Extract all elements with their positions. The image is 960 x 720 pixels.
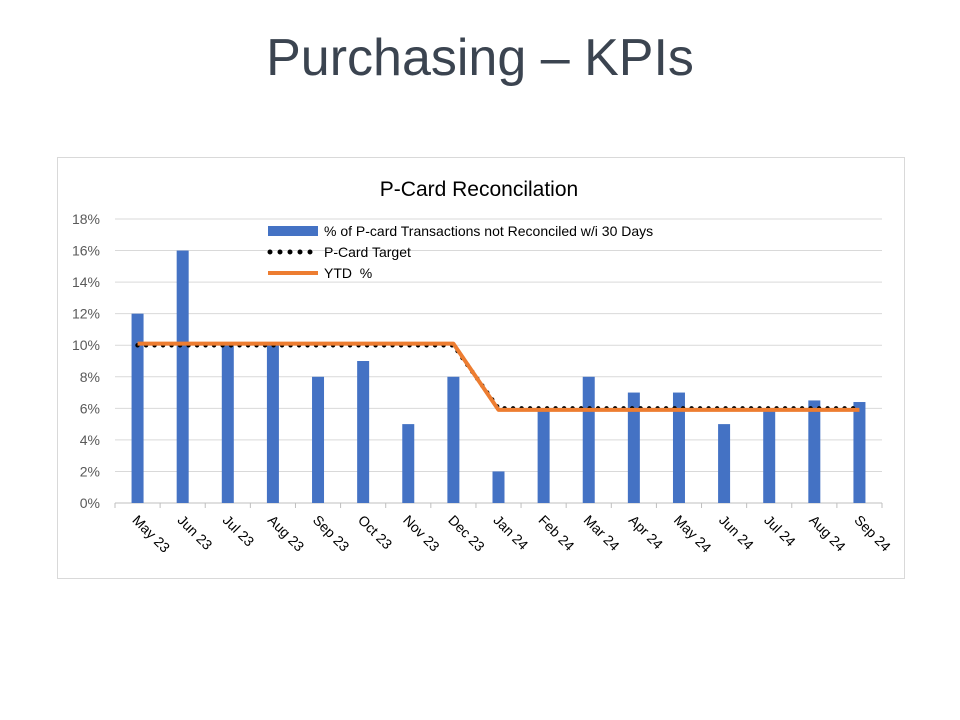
legend-label-ytd: YTD % <box>324 265 372 281</box>
bar <box>672 392 685 503</box>
x-tick-label: Apr 24 <box>626 512 667 553</box>
x-tick-label: Oct 23 <box>355 512 396 553</box>
bar <box>492 471 505 503</box>
bar <box>312 376 325 503</box>
legend-label-bars: % of P-card Transactions not Reconciled … <box>324 223 653 239</box>
y-tick-label: 18% <box>72 211 100 227</box>
x-tick-label: Jun 23 <box>175 512 216 553</box>
bar <box>131 313 144 503</box>
bar <box>221 345 234 503</box>
x-tick-label: Nov 23 <box>400 512 443 555</box>
bar <box>447 376 460 503</box>
bar <box>537 408 550 503</box>
x-tick-label: Aug 23 <box>265 512 308 555</box>
y-tick-label: 14% <box>72 274 100 290</box>
bar <box>763 408 776 503</box>
bar <box>402 424 415 503</box>
y-tick-label: 16% <box>72 243 100 259</box>
bar <box>808 400 821 503</box>
x-tick-label: Aug 24 <box>806 512 849 555</box>
x-tick-label: Jan 24 <box>490 512 531 553</box>
y-tick-label: 4% <box>80 432 100 448</box>
y-tick-label: 12% <box>72 306 100 322</box>
x-tick-label: Jul 23 <box>220 512 258 550</box>
x-tick-label: Jul 24 <box>761 512 799 550</box>
x-tick-label: Sep 23 <box>310 512 353 555</box>
bar <box>718 424 731 503</box>
bar <box>582 376 595 503</box>
ytd-line <box>137 341 860 412</box>
x-tick-label: Mar 24 <box>581 512 623 554</box>
bar <box>176 250 189 503</box>
x-tick-label: Jun 24 <box>716 512 757 553</box>
x-tick-label: Dec 23 <box>445 512 488 555</box>
bar <box>357 361 370 503</box>
y-tick-label: 10% <box>72 337 100 353</box>
bar <box>853 402 866 503</box>
legend-swatch-bars <box>268 226 318 236</box>
legend-label-target: P-Card Target <box>324 244 411 260</box>
legend: % of P-card Transactions not Reconciled … <box>267 223 653 281</box>
x-tick-label: May 24 <box>671 512 715 556</box>
x-tick-label: Feb 24 <box>535 512 577 554</box>
bar <box>266 345 279 503</box>
chart-container <box>57 157 905 579</box>
y-tick-label: 8% <box>80 369 100 385</box>
y-tick-label: 2% <box>80 463 100 479</box>
y-tick-label: 0% <box>80 495 100 511</box>
x-tick-label: May 23 <box>129 512 173 556</box>
slide-title: Purchasing – KPIs <box>266 29 694 87</box>
chart-title: P-Card Reconcilation <box>380 178 578 201</box>
bar <box>627 392 640 503</box>
x-tick-label: Sep 24 <box>851 512 894 555</box>
y-tick-label: 6% <box>80 400 100 416</box>
